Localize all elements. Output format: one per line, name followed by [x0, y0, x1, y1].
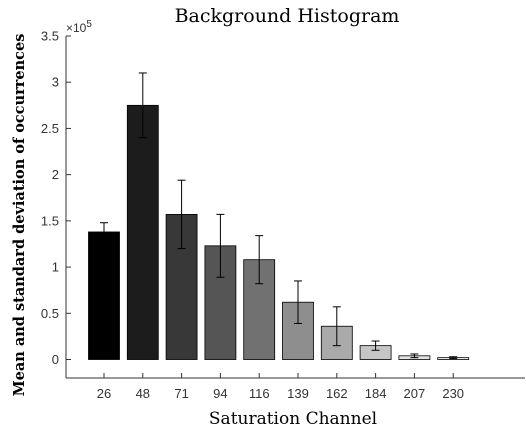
y-tick-label: 0.5 [41, 306, 59, 321]
x-tick-label: 230 [442, 386, 464, 401]
y-tick-label: 2.5 [41, 121, 59, 136]
y-tick-label: 3.5 [41, 29, 59, 44]
y-axis-label: Mean and standard deviation of occurrenc… [11, 34, 28, 397]
y-tick-label: 1 [52, 260, 59, 275]
bar [88, 231, 120, 360]
y-multiplier-base: ×10 [66, 21, 87, 35]
x-tick-label: 184 [365, 386, 387, 401]
x-tick-label: 139 [287, 386, 309, 401]
x-tick-label: 94 [213, 386, 227, 401]
y-tick-label: 1.5 [41, 213, 59, 228]
bar [126, 104, 159, 360]
y-tick-label: 0 [52, 352, 59, 367]
plot-area: 0 0.5 1 1.5 2 2.5 3 3.5 26 48 71 94 116 139 162 184 207 2… [41, 29, 525, 401]
x-axis-label: Saturation Channel [209, 409, 377, 429]
x-tick-label: 207 [404, 386, 426, 401]
y-multiplier: ×105 [66, 19, 92, 35]
x-tick-label: 48 [136, 386, 150, 401]
bar [243, 259, 276, 360]
x-tick-label: 71 [174, 386, 188, 401]
x-tick-label: 116 [249, 386, 270, 401]
y-multiplier-exponent: 5 [86, 19, 92, 30]
y-tick-label: 3 [52, 75, 59, 90]
x-tick-label: 162 [326, 386, 348, 401]
y-tick-label: 2 [52, 167, 59, 182]
chart-title: Background Histogram [175, 5, 400, 27]
x-tick-label: 26 [97, 386, 111, 401]
